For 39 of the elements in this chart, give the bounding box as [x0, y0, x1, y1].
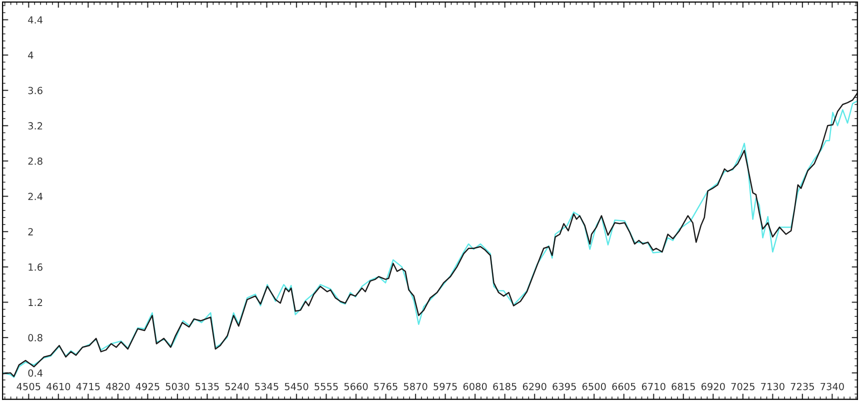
x-tick-label: 6605 [612, 382, 636, 390]
x-tick-label: 4715 [76, 382, 100, 390]
x-tick-label: 6080 [463, 382, 487, 390]
y-tick-label: 2.8 [28, 157, 42, 165]
x-tick-label: 7340 [820, 382, 844, 390]
x-tick-label: 5870 [404, 382, 428, 390]
y-tick-label: 4 [28, 52, 34, 59]
x-tick-label: 4610 [46, 382, 70, 390]
x-tick-label: 6500 [582, 382, 606, 390]
y-tick-label: 2.4 [28, 192, 42, 200]
x-tick-label: 5240 [225, 382, 249, 390]
x-tick-label: 6710 [642, 382, 666, 390]
x-tick-label: 5135 [196, 382, 219, 390]
y-tick-label: 3.2 [28, 122, 42, 130]
x-tick-label: 4820 [106, 382, 130, 390]
y-tick-label: 0.8 [28, 334, 42, 342]
x-tick-label: 4925 [136, 382, 160, 390]
x-tick-label: 5555 [314, 382, 338, 390]
x-tick-label: 6920 [701, 382, 725, 390]
y-tick-label: 2 [28, 228, 33, 236]
x-tick-label: 4505 [16, 382, 40, 390]
y-tick-label: 4.4 [28, 16, 42, 24]
x-tick-label: 7235 [790, 382, 814, 390]
x-tick-label: 5030 [166, 382, 190, 390]
x-tick-label: 5975 [434, 382, 457, 390]
x-tick-label: 6815 [672, 382, 695, 390]
y-tick-label: 3.6 [28, 86, 42, 94]
x-tick-label: 5765 [374, 382, 398, 390]
x-tick-label: 6290 [522, 382, 546, 390]
y-tick-label: 1.2 [28, 298, 42, 306]
y-tick-label: 0.4 [28, 369, 42, 377]
x-tick-label: 7025 [731, 382, 754, 390]
x-tick-label: 5345 [255, 382, 278, 390]
x-tick-label: 5450 [284, 382, 308, 390]
y-tick-label: 1.6 [28, 263, 42, 271]
x-tick-label: 6395 [552, 382, 576, 390]
x-tick-label: 6185 [493, 382, 516, 390]
x-tick-label: 5660 [344, 382, 368, 390]
x-tick-label: 7130 [761, 382, 784, 390]
